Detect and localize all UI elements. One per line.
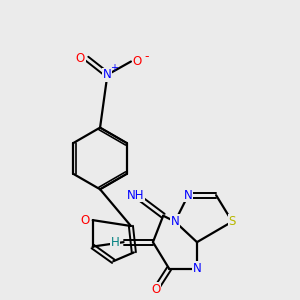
Text: H: H: [110, 236, 119, 249]
Text: N: N: [193, 262, 201, 275]
Text: O: O: [151, 283, 160, 296]
Text: S: S: [229, 215, 236, 228]
Text: O: O: [81, 214, 90, 226]
Text: O: O: [133, 55, 142, 68]
Text: -: -: [145, 50, 149, 63]
Text: O: O: [76, 52, 85, 65]
Text: N: N: [103, 68, 112, 81]
Text: NH: NH: [127, 189, 144, 202]
Text: N: N: [171, 215, 179, 228]
Text: +: +: [110, 63, 118, 73]
Text: N: N: [184, 189, 193, 202]
